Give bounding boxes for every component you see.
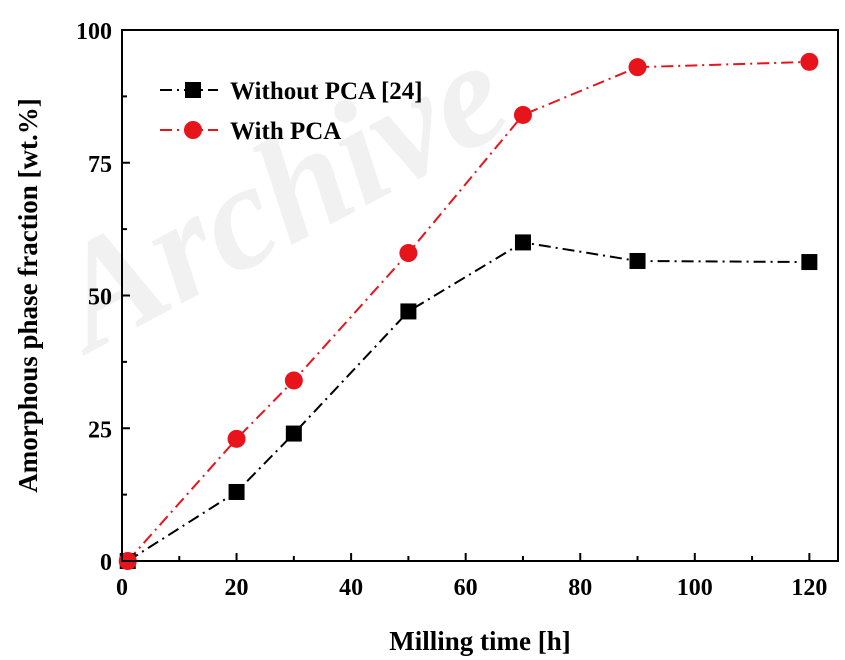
data-point [629, 252, 646, 269]
y-axis-title: Amorphous phase fraction [wt.%] [13, 98, 43, 493]
x-tick-label: 80 [568, 575, 592, 601]
data-point [628, 58, 647, 77]
x-tick-label: 120 [791, 575, 827, 601]
data-point [801, 254, 818, 271]
legend-marker [184, 121, 202, 139]
y-tick-label: 0 [100, 550, 112, 576]
y-tick-label: 50 [88, 285, 112, 311]
y-tick-label: 75 [88, 152, 112, 178]
legend-marker [185, 82, 201, 98]
x-tick-label: 0 [116, 575, 128, 601]
data-point [228, 483, 245, 500]
data-point [399, 244, 418, 263]
x-tick-label: 20 [225, 575, 249, 601]
legend-label: With PCA [230, 118, 341, 145]
data-point [284, 371, 303, 390]
x-axis: 0 20 40 60 80 100 120 [116, 553, 827, 601]
data-point [800, 52, 819, 71]
data-point [227, 429, 246, 448]
y-tick-label: 100 [76, 19, 112, 45]
data-point [400, 303, 417, 320]
data-point [513, 105, 532, 124]
x-tick-label: 60 [454, 575, 478, 601]
y-axis: 0 25 50 75 100 [76, 19, 130, 576]
legend-label: Without PCA [24] [230, 78, 423, 105]
data-point [514, 234, 531, 251]
y-tick-label: 25 [88, 417, 112, 443]
legend: Without PCA [24] With PCA [160, 78, 423, 145]
x-tick-label: 100 [677, 575, 713, 601]
data-point [285, 425, 302, 442]
x-axis-title: Milling time [h] [389, 626, 570, 656]
plot-markers [118, 52, 819, 570]
x-tick-label: 40 [339, 575, 363, 601]
